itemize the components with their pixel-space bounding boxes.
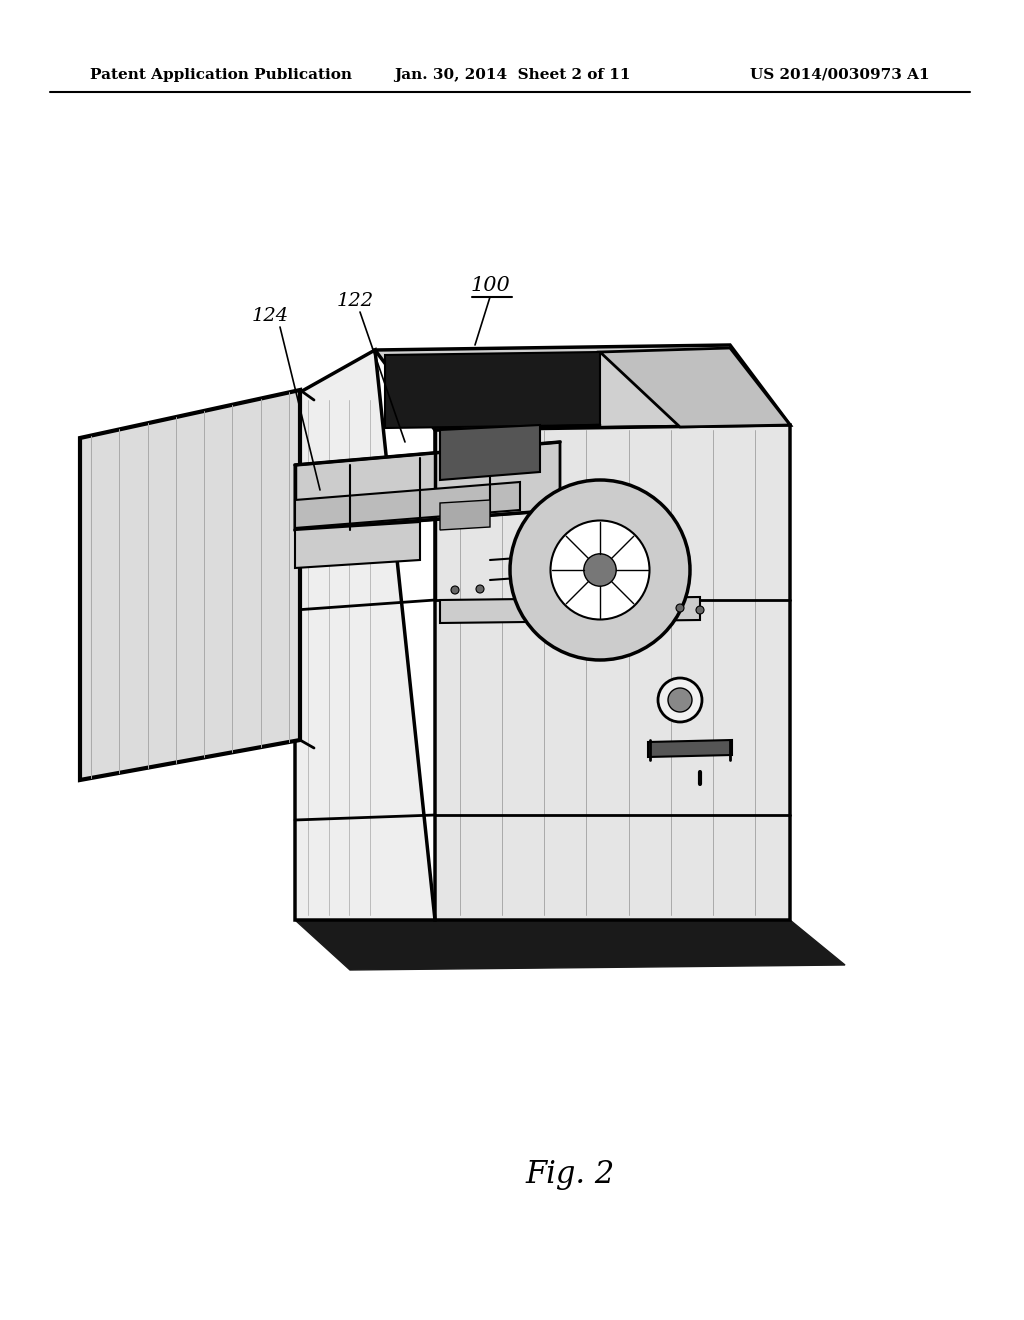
Polygon shape — [295, 350, 435, 920]
Circle shape — [668, 688, 692, 711]
Text: Patent Application Publication: Patent Application Publication — [90, 69, 352, 82]
Polygon shape — [600, 348, 790, 426]
Polygon shape — [295, 482, 520, 528]
Polygon shape — [385, 352, 600, 428]
Circle shape — [551, 520, 649, 619]
Text: US 2014/0030973 A1: US 2014/0030973 A1 — [751, 69, 930, 82]
Text: 122: 122 — [337, 292, 374, 310]
Circle shape — [584, 554, 616, 586]
Text: Jan. 30, 2014  Sheet 2 of 11: Jan. 30, 2014 Sheet 2 of 11 — [394, 69, 630, 82]
Polygon shape — [295, 521, 420, 568]
Polygon shape — [295, 920, 845, 970]
Text: 124: 124 — [252, 308, 289, 325]
Polygon shape — [80, 389, 300, 780]
Polygon shape — [440, 425, 540, 480]
Text: 100: 100 — [470, 276, 510, 294]
Circle shape — [658, 678, 702, 722]
Polygon shape — [440, 597, 700, 623]
Circle shape — [510, 480, 690, 660]
Circle shape — [451, 586, 459, 594]
Polygon shape — [295, 442, 560, 531]
Text: Fig. 2: Fig. 2 — [525, 1159, 614, 1191]
Circle shape — [476, 585, 484, 593]
Polygon shape — [435, 425, 790, 920]
Polygon shape — [648, 741, 732, 756]
Circle shape — [696, 606, 705, 614]
Circle shape — [676, 605, 684, 612]
Polygon shape — [375, 345, 790, 430]
Polygon shape — [440, 500, 490, 531]
